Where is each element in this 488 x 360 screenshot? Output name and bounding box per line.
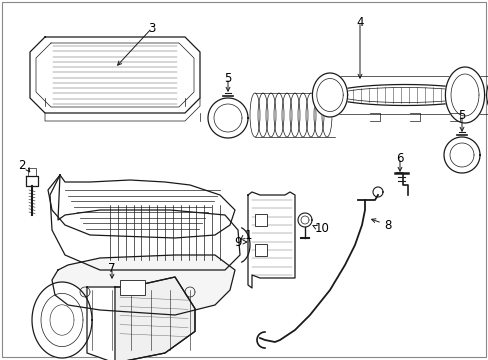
Polygon shape [48,175,235,238]
Bar [254,214,266,226]
Polygon shape [207,98,247,138]
Polygon shape [329,85,479,105]
Polygon shape [486,73,488,117]
Text: 8: 8 [384,219,391,231]
Text: 2: 2 [18,158,26,171]
Text: 10: 10 [314,221,329,234]
Polygon shape [50,175,240,270]
Text: 6: 6 [395,152,403,165]
Text: 5: 5 [457,108,465,122]
Bar [120,280,145,295]
Polygon shape [445,67,484,123]
Text: 7: 7 [108,261,116,274]
Polygon shape [115,277,195,360]
Text: 5: 5 [224,72,231,85]
Polygon shape [312,73,347,117]
Text: 3: 3 [148,22,155,35]
Bar [254,244,266,256]
Polygon shape [30,37,200,113]
Text: 4: 4 [356,15,363,28]
Polygon shape [443,137,479,173]
Polygon shape [87,277,195,360]
Text: 1: 1 [244,229,251,242]
Polygon shape [32,282,92,358]
Polygon shape [247,192,294,288]
Polygon shape [52,255,235,315]
Text: 9: 9 [234,235,241,248]
